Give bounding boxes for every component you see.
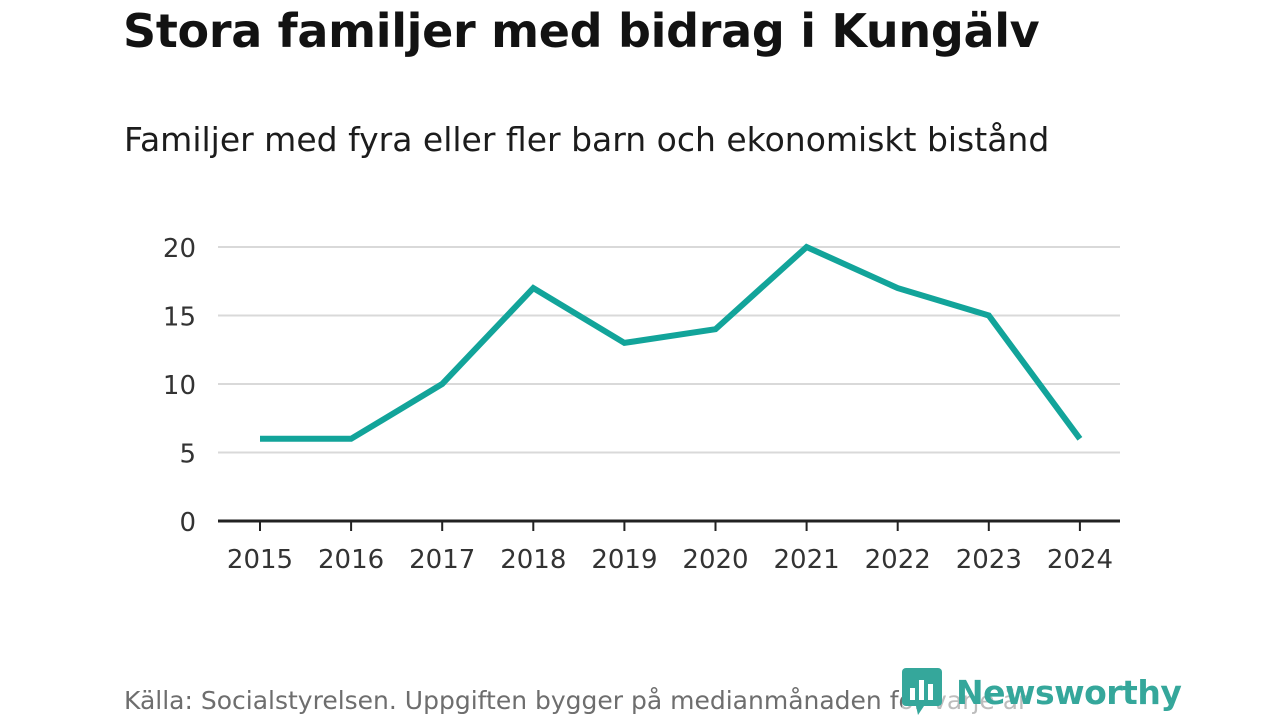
- x-tick-label: 2016: [318, 545, 384, 575]
- y-axis-tick-labels: 0 5 10 15 20: [163, 234, 196, 538]
- series-layer: [260, 243, 1083, 442]
- source-note: Källa: Socialstyrelsen. Uppgiften bygger…: [124, 686, 1029, 715]
- y-tick-label: 5: [179, 440, 196, 470]
- x-tick-label: 2024: [1047, 545, 1113, 575]
- x-tick-label: 2022: [865, 545, 931, 575]
- y-tick-label: 0: [179, 508, 196, 538]
- newsworthy-logo-text: Newsworthy: [956, 672, 1182, 712]
- x-tick-label: 2023: [956, 545, 1022, 575]
- y-tick-label: 10: [163, 371, 196, 401]
- series-line-0: [260, 243, 1083, 442]
- newsworthy-logo-icon: [902, 668, 942, 715]
- x-tick-label: 2015: [227, 545, 293, 575]
- newsworthy-logo[interactable]: Newsworthy: [902, 668, 1182, 715]
- x-tick-label: 2017: [409, 545, 475, 575]
- x-tick-label: 2020: [682, 545, 748, 575]
- page-title: Stora familjer med bidrag i Kungälv: [123, 4, 1040, 58]
- x-axis-tick-labels: 2015 2016 2017 2018 2019 2020 2021 2022 2023 2024: [227, 545, 1113, 575]
- gridlines: [218, 246, 1120, 454]
- y-tick-label: 15: [163, 303, 196, 333]
- y-tick-label: 20: [163, 234, 196, 264]
- x-tick-label: 2021: [774, 545, 840, 575]
- chart-subtitle: Familjer med fyra eller fler barn och ek…: [124, 120, 1050, 159]
- x-tick-label: 2018: [500, 545, 566, 575]
- x-tick-label: 2019: [591, 545, 657, 575]
- x-axis: [218, 519, 1120, 531]
